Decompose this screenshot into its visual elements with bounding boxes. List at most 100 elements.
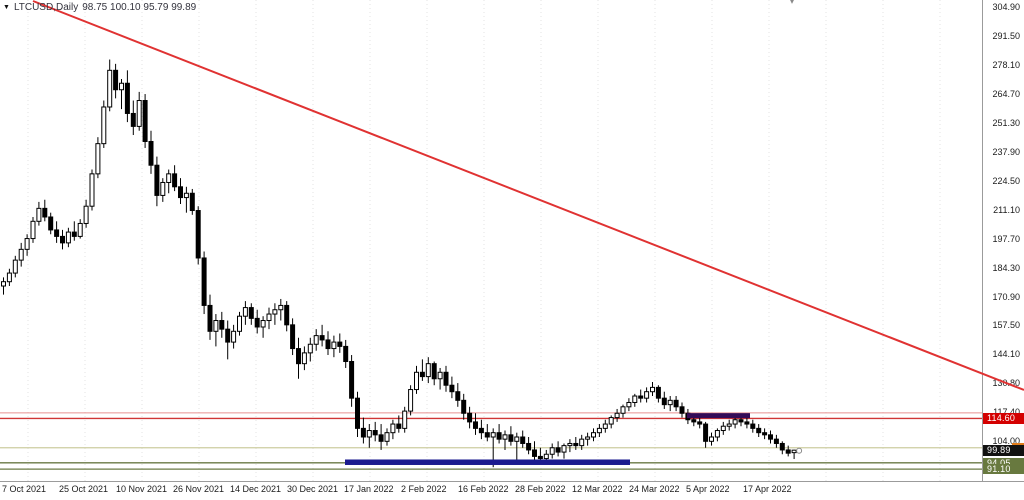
price-tick-label: 197.70 [992,233,1020,244]
candle-body [178,186,183,199]
candle-body [667,399,673,406]
candle-body [172,173,178,188]
price-tick-label: 104.00 [992,435,1020,446]
candle-body [502,434,508,440]
candle-body [160,181,166,196]
candle-body [248,307,254,319]
candle-body [119,82,124,91]
candle-body [762,432,768,436]
candle-body [12,259,18,274]
candle-body [591,432,596,438]
candle-body [372,430,378,436]
candle-body [738,419,744,423]
candle-body [585,436,591,440]
candle-body [744,421,750,425]
candle-body [703,423,709,442]
candle-body [561,445,567,453]
candle-body [720,425,726,432]
candle-body [278,304,284,311]
candle-body [620,406,626,414]
candle-body [732,419,738,425]
candle-body [195,210,201,259]
price-tick-label: 291.50 [992,31,1020,42]
candle-body [756,427,762,434]
candle-body [1,281,6,287]
candle-body [148,140,154,166]
candle-body [650,386,655,393]
candle-body [555,447,561,453]
chart-plot-area[interactable] [0,0,1024,481]
candle-body [89,173,95,207]
candle-body [355,397,360,429]
candle-body [183,192,189,199]
candle-body [443,371,449,386]
candle-body [785,449,791,454]
price-tick-label: 237.90 [992,146,1020,157]
date-tick-label: 28 Feb 2022 [515,484,566,494]
candle-body [360,427,366,438]
candle-body [219,320,225,330]
candle-body [113,69,119,91]
candle-body [431,363,437,380]
date-tick-label: 14 Dec 2021 [230,484,282,494]
candle-body [384,432,390,442]
candle-body [313,335,319,345]
candle-body [608,417,614,425]
candle-body [83,205,89,224]
candle-body [408,389,414,412]
candle-body [419,371,425,378]
candle-body [254,317,260,328]
candle-body [673,399,679,408]
price-tick-label: 224.50 [992,175,1020,186]
date-tick-label: 10 Nov 2021 [116,484,168,494]
trendline[interactable] [32,0,1024,391]
price-tick-label: 304.90 [992,2,1020,13]
candle-body [449,384,455,393]
candle-body [77,222,83,237]
object-anchor-marker-icon: ▾ [790,0,795,6]
candle-body [260,320,266,328]
candle-body [750,423,756,429]
candle-body [602,423,608,429]
candle-body [65,231,71,244]
candle-body [366,430,372,438]
navy-range-bar[interactable] [345,459,630,465]
candle-body [331,341,337,350]
candle-body [18,248,24,261]
date-tick-label: 5 Apr 2022 [686,484,730,494]
date-tick-label: 16 Feb 2022 [458,484,509,494]
candle-body [626,401,632,408]
candle-body [54,229,60,237]
candle-body [638,395,644,399]
candle-body [679,406,685,414]
date-tick-label: 26 Nov 2021 [173,484,225,494]
candle-body [95,143,101,175]
candle-body [124,82,130,114]
price-tick-label: 211.10 [993,204,1020,215]
price-tick-label: 170.90 [992,291,1020,302]
candle-body [237,315,242,332]
symbol-ohlc-readout[interactable]: ▼ LTCUSD,Daily 98.75 100.10 95.79 99.89 [3,2,196,13]
price-tick-label: 251.30 [992,118,1020,129]
candle-body [644,391,650,399]
date-tick-label: 12 Mar 2022 [572,484,623,494]
candle-body [36,207,42,222]
candle-body [655,386,661,399]
candle-body [272,309,278,315]
candle-body [307,343,313,354]
candle-body [266,313,272,322]
candle-body [301,352,307,365]
candle-body [207,304,213,332]
candle-body [48,216,54,231]
candle-body [532,449,537,457]
candle-body [437,371,443,380]
date-tick-label: 17 Apr 2022 [743,484,792,494]
chevron-down-icon[interactable]: ▼ [3,4,10,11]
price-tick-label: 117.40 [993,406,1020,417]
time-axis-separator [0,481,1024,482]
date-tick-label: 17 Jan 2022 [344,484,394,494]
purple-range-bar[interactable] [687,413,750,419]
price-badge: 91.10 [983,464,1024,475]
candle-body [42,207,48,218]
candle-body [402,410,408,429]
